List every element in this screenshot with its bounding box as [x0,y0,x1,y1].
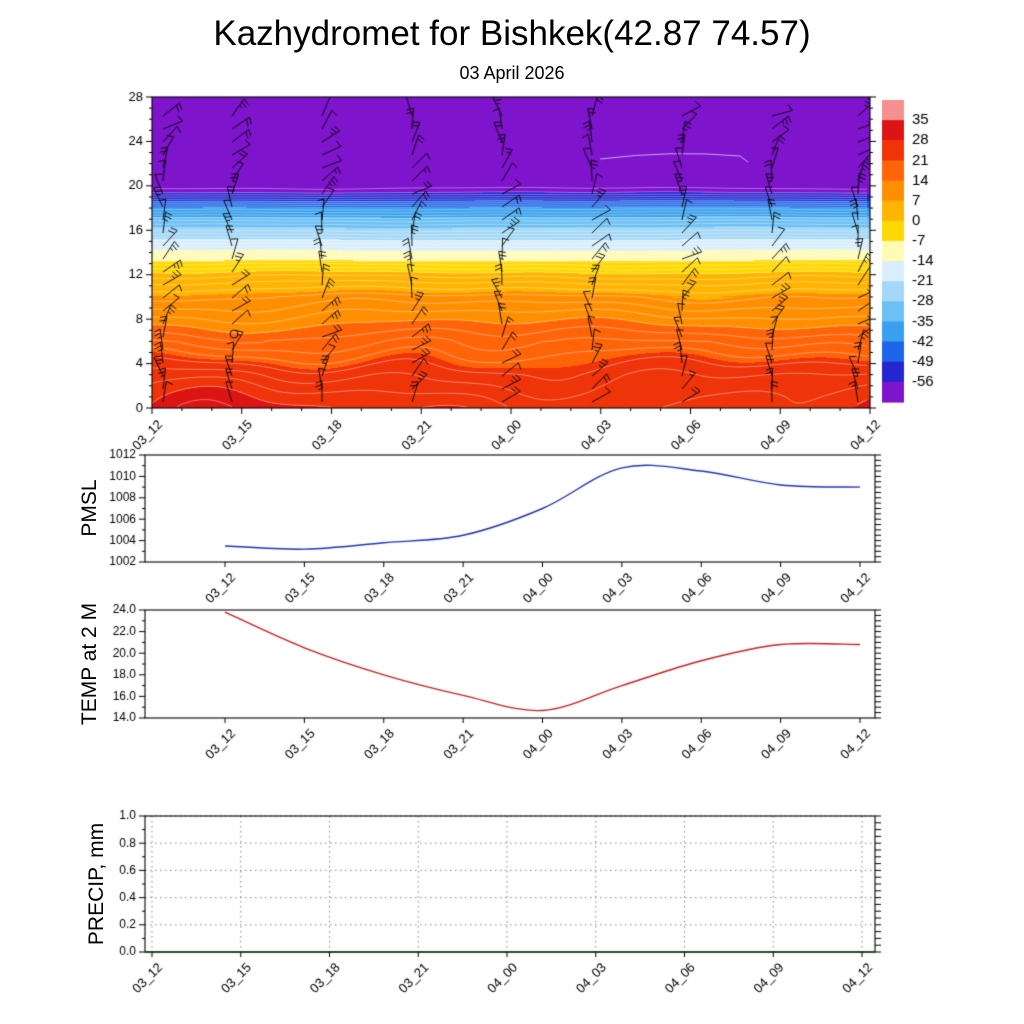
precip-axis-label: PRECIP, mm [85,822,108,946]
temp2m-axis-label: TEMP at 2 M [78,602,101,726]
page-subtitle: 03 April 2026 [459,63,565,83]
page-title: Kazhydromet for Bishkek(42.87 74.57) [213,14,811,53]
pmsl-axis-label: PMSL [78,479,101,537]
